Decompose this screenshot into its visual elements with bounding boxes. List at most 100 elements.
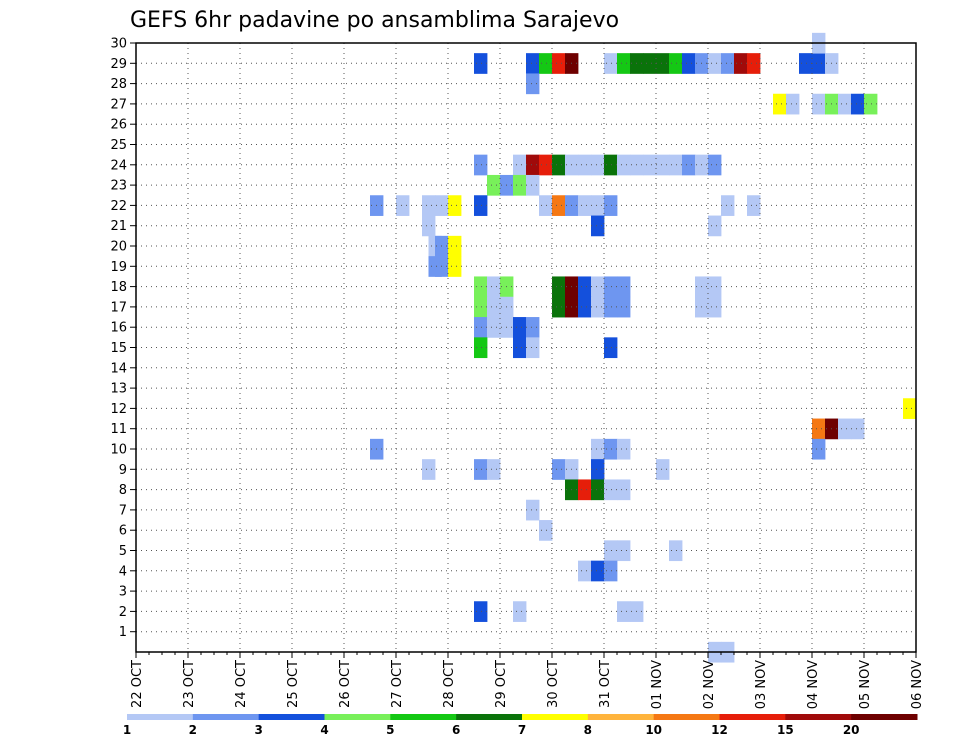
heatmap-cell (682, 154, 696, 176)
heatmap-cell (669, 53, 683, 74)
x-tick-label: 22 OCT (130, 660, 145, 708)
heatmap-cell (526, 499, 540, 521)
heatmap-cell (513, 317, 527, 338)
y-tick-label: 11 (110, 422, 127, 437)
x-axis: 22 OCT 23 OCT 24 OCT 25 OCT 26 OCT 27 OCT 28 O… (130, 652, 925, 709)
heatmap-cell (656, 53, 670, 74)
colorbar-swatch (719, 714, 786, 720)
heatmap-cell (708, 154, 722, 176)
heatmap-cell (591, 154, 605, 176)
heatmap-cell (591, 215, 605, 237)
x-tick-label: 31 OCT (598, 660, 613, 708)
x-tick-label: 29 OCT (494, 660, 509, 708)
heatmap-cell (474, 195, 488, 216)
y-tick-label: 5 (119, 544, 127, 559)
heatmap-cell (552, 195, 566, 216)
colorbar-label: 20 (843, 723, 860, 737)
chart-title: GEFS 6hr padavine po ansamblima Sarajevo (130, 8, 619, 33)
heatmap-cell (617, 53, 631, 74)
heatmap-cell (578, 560, 592, 582)
heatmap-cell (539, 195, 553, 216)
heatmap-cell (474, 276, 488, 298)
colorbar-label: 5 (386, 723, 394, 737)
heatmap-cell (526, 154, 540, 176)
y-tick-label: 13 (110, 382, 127, 397)
x-tick-label: 30 OCT (546, 660, 561, 708)
y-tick-label: 16 (110, 321, 127, 336)
y-tick-label: 21 (110, 219, 127, 234)
heatmap-cell (604, 296, 618, 318)
heatmap-cell (669, 540, 683, 562)
colorbar-swatch (456, 714, 523, 720)
heatmap-cell (838, 418, 852, 440)
heatmap-cell (617, 438, 631, 460)
y-tick-label: 30 (110, 37, 127, 52)
heatmap-cell (604, 438, 618, 460)
y-tick-label: 20 (110, 240, 127, 255)
heatmap-cell (487, 296, 501, 318)
heatmap-cell (617, 479, 631, 501)
colorbar-swatch (587, 714, 655, 720)
colorbar-label: 4 (320, 723, 328, 737)
colorbar-legend: 1 2 3 4 5 6 7 8 10 12 15 20 (123, 714, 918, 737)
heatmap-cell (539, 520, 553, 541)
heatmap-cell (812, 438, 826, 460)
heatmap-cell (487, 174, 501, 196)
heatmap-cell (669, 154, 683, 176)
heatmap-cell (513, 601, 527, 622)
heatmap-cell (851, 93, 865, 115)
y-tick-label: 26 (110, 118, 127, 133)
heatmap-cell (448, 195, 462, 216)
heatmap-cell (526, 337, 540, 359)
heatmap-cell (422, 215, 436, 237)
heatmap-cell (591, 479, 605, 501)
colorbar-swatch (390, 714, 457, 720)
heatmap-cell (604, 540, 618, 562)
heatmap-cell (487, 317, 501, 338)
colorbar-label: 7 (518, 723, 526, 737)
heatmap-cell (487, 459, 501, 480)
heatmap-cell (396, 195, 410, 216)
heatmap-cell (552, 276, 566, 298)
heatmap-cell (617, 276, 631, 298)
heatmap-cell (578, 296, 592, 318)
heatmap-cell (721, 195, 735, 216)
x-tick-label: 26 OCT (338, 660, 353, 708)
heatmap-cell (552, 296, 566, 318)
heatmap-cell (539, 53, 553, 74)
heatmap-cell (604, 154, 618, 176)
y-tick-label: 4 (119, 564, 127, 579)
y-tick-label: 24 (110, 158, 127, 173)
heatmap-cell (578, 276, 592, 298)
y-tick-label: 22 (110, 199, 127, 214)
heatmap-cell (617, 296, 631, 318)
heatmap-cell (708, 53, 722, 74)
heatmap-cell (747, 53, 761, 74)
heatmap-cell (513, 154, 527, 176)
y-tick-label: 6 (119, 524, 127, 539)
y-tick-label: 18 (110, 280, 127, 295)
heatmap-cell (591, 276, 605, 298)
heatmap-cell (474, 154, 488, 176)
heatmap-cell (526, 73, 540, 95)
y-tick-label: 17 (110, 300, 127, 315)
heatmap-cell (734, 53, 748, 74)
heatmap-cells (370, 32, 917, 663)
colorbar-swatch (127, 714, 194, 720)
heatmap-cell (708, 276, 722, 298)
heatmap-cell (552, 459, 566, 480)
heatmap-cell (903, 398, 917, 419)
heatmap-cell (448, 235, 462, 257)
heatmap-cell (578, 479, 592, 501)
heatmap-cell (721, 53, 735, 74)
colorbar-label: 12 (711, 723, 728, 737)
heatmap-cell (422, 195, 436, 216)
heatmap-cell (812, 53, 826, 74)
heatmap-cell (643, 154, 657, 176)
heatmap-cell (578, 154, 592, 176)
colorbar-swatch (192, 714, 260, 720)
x-tick-label: 25 OCT (286, 660, 301, 708)
heatmap-cell (604, 195, 618, 216)
heatmap-cell (474, 317, 488, 338)
